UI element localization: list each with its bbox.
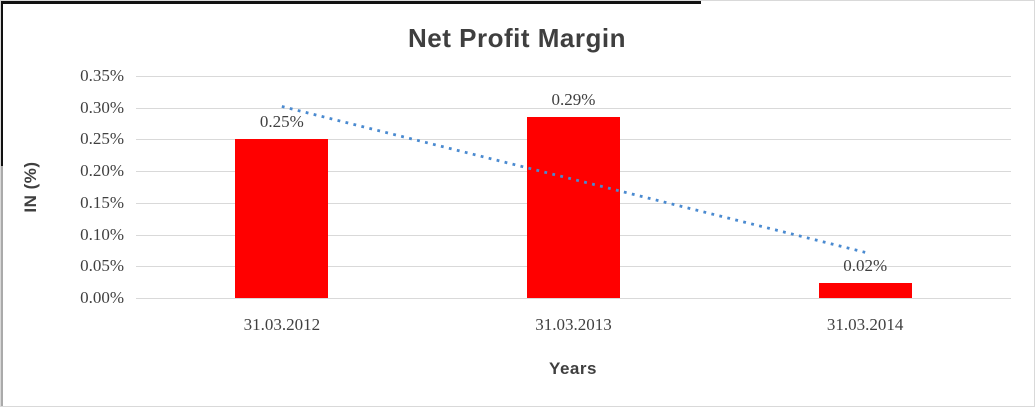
x-axis-tick-label: 31.03.2014 (826, 315, 904, 334)
gridline (136, 298, 1011, 299)
bar-31.03.2013 (527, 117, 620, 298)
trendline (281, 105, 866, 254)
border-artifact-left-dark (1, 1, 3, 166)
y-axis-tick-label: 0.25% (80, 129, 124, 149)
chart-title: Net Profit Margin (408, 23, 626, 53)
plot-area: 0.25% 0.29% 0.02% (136, 76, 1011, 299)
border-artifact-left (1, 1, 3, 406)
y-axis-tick-label: 0.20% (80, 161, 124, 181)
y-axis-title: IN (%) (21, 161, 40, 213)
y-axis-tick-label: 0.00% (80, 288, 124, 307)
border-artifact-top (1, 1, 701, 4)
x-axis-tick-label: 31.03.2013 (535, 315, 612, 334)
data-label: 0.29% (551, 90, 596, 110)
gridline (136, 76, 1011, 77)
y-axis-tick-label: 0.10% (80, 224, 124, 244)
x-axis-title: Years (549, 359, 597, 378)
y-axis-tick-label: 0.35% (80, 66, 124, 85)
data-label: 0.25% (259, 112, 304, 132)
bar-31.03.2014 (818, 283, 912, 298)
y-axis-tick-label: 0.15% (80, 192, 124, 212)
x-axis-tick-label: 31.03.2012 (243, 315, 321, 334)
data-label: 0.02% (843, 256, 888, 276)
gridline (136, 107, 1011, 109)
y-axis-tick-label: 0.05% (80, 256, 124, 276)
y-axis-tick-label: 0.30% (80, 97, 124, 117)
bar-31.03.2012 (235, 139, 329, 298)
